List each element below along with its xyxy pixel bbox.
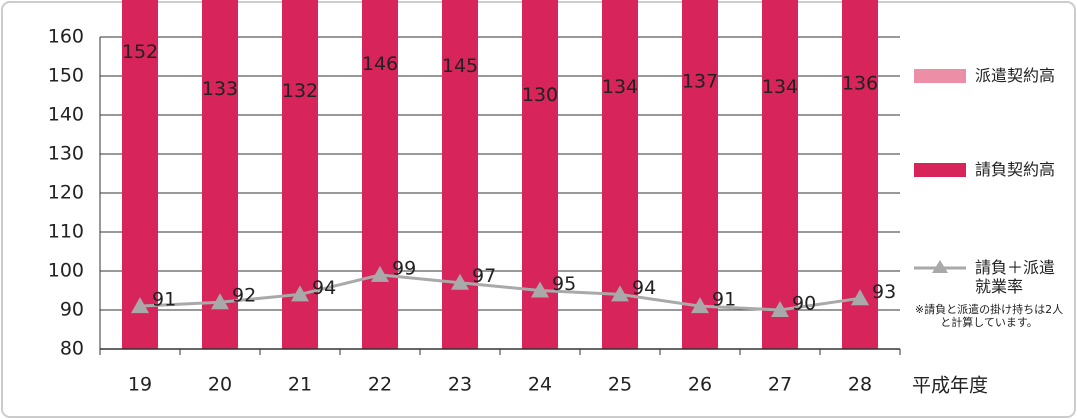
- data-label: 91: [152, 289, 176, 311]
- marker: [371, 265, 389, 282]
- legend-label: 派遣契約高: [975, 66, 1056, 85]
- line: [139, 273, 861, 312]
- marker: [451, 273, 469, 290]
- legend-swatch: [914, 163, 966, 177]
- marker: [531, 281, 549, 298]
- bar-segment: [682, 0, 718, 349]
- x-axis-label: 平成年度: [912, 375, 988, 397]
- data-label: 94: [632, 277, 656, 299]
- bar-segment: [202, 0, 238, 350]
- x-tick-label: 19: [128, 374, 152, 396]
- data-label: 90: [792, 293, 816, 315]
- marker: [771, 301, 789, 317]
- note: ※請負と派遣の掛け持ちは2人と計算しています。: [914, 303, 1064, 329]
- data-label: 91: [712, 289, 736, 311]
- data-label: 133: [202, 78, 238, 100]
- legend-label: 請負契約高: [975, 160, 1056, 179]
- data-label: 130: [522, 84, 558, 106]
- marker: [611, 285, 629, 302]
- x-tick-label: 23: [448, 374, 472, 396]
- legend-marker: [932, 260, 948, 273]
- marker: [131, 297, 149, 314]
- marker: [851, 289, 869, 306]
- x-tick-label: 24: [528, 374, 552, 396]
- y-tick-label: 120: [48, 182, 84, 204]
- marker: [291, 285, 309, 302]
- data-label: 146: [362, 53, 398, 75]
- y-tick-label: 150: [48, 65, 84, 87]
- bar-segment: [442, 0, 478, 349]
- data-label: 137: [682, 70, 718, 92]
- y-tick-label: 100: [48, 260, 84, 282]
- legend-swatch: [914, 69, 966, 83]
- legend-label: 請負＋派遣就業率: [975, 258, 1056, 296]
- data-label: 132: [282, 80, 318, 102]
- data-label: 93: [872, 281, 896, 303]
- y-tick-label: 130: [48, 143, 84, 165]
- x-tick-label: 22: [368, 374, 392, 396]
- x-tick-label: 28: [848, 374, 872, 396]
- x-tick-label: 25: [608, 374, 632, 396]
- y-tick-label: 90: [60, 299, 84, 321]
- marker: [691, 297, 709, 314]
- x-tick-label: 20: [208, 374, 232, 396]
- data-label: 134: [762, 76, 798, 98]
- y-tick-label: 160: [48, 26, 84, 48]
- y-tick-label: 110: [48, 221, 84, 243]
- data-label: 97: [472, 265, 496, 287]
- data-label: 136: [842, 72, 878, 94]
- x-tick-label: 21: [288, 374, 312, 396]
- bar-segment: [762, 0, 798, 349]
- marker: [211, 293, 229, 310]
- y-tick-label: 140: [48, 104, 84, 126]
- data-label: 145: [442, 55, 478, 77]
- x-tick-label: 26: [688, 374, 712, 396]
- bar-segment: [122, 0, 158, 349]
- data-label: 95: [552, 273, 576, 295]
- data-label: 92: [232, 285, 256, 307]
- data-label: 99: [392, 257, 416, 279]
- data-label: 134: [602, 76, 638, 98]
- y-tick-label: 80: [60, 338, 84, 360]
- bar-segment: [362, 0, 398, 350]
- data-label: 94: [312, 277, 336, 299]
- data-label: 152: [122, 41, 158, 63]
- x-tick-label: 27: [768, 374, 792, 396]
